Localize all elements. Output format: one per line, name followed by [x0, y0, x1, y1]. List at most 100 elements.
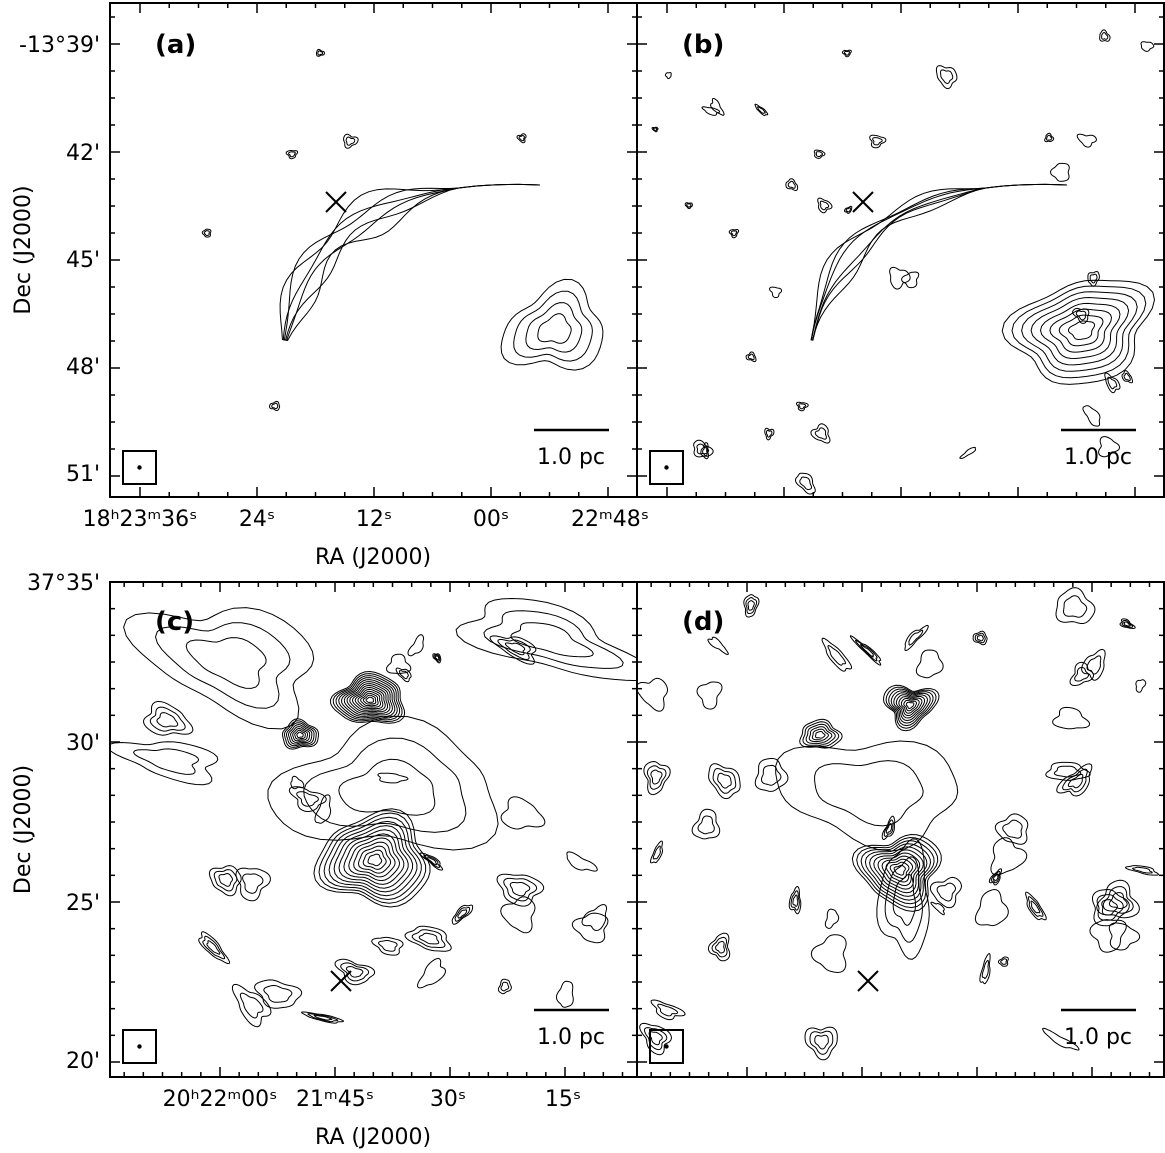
contour	[203, 230, 210, 236]
contour	[242, 873, 264, 894]
contour	[343, 133, 359, 149]
contour	[271, 402, 279, 410]
contour	[804, 1026, 838, 1061]
contour	[334, 958, 376, 986]
contour	[371, 936, 404, 956]
contour	[110, 741, 219, 786]
contour	[208, 865, 242, 897]
contour	[432, 653, 442, 664]
contour	[362, 694, 377, 705]
contour	[1098, 436, 1121, 458]
contour	[268, 400, 281, 412]
contour	[760, 764, 782, 786]
contour	[1086, 655, 1102, 675]
contour	[817, 197, 833, 214]
contour	[885, 686, 937, 729]
contour	[202, 935, 226, 960]
contour	[279, 183, 541, 342]
contour	[810, 423, 831, 444]
contour	[864, 843, 932, 901]
contour	[869, 846, 928, 897]
contour	[500, 796, 546, 830]
x-axis-title: RA (J2000)	[315, 1125, 431, 1150]
contour	[185, 637, 267, 689]
contour	[317, 50, 324, 56]
contour	[651, 126, 659, 133]
beam-box	[649, 450, 684, 485]
contour	[1002, 819, 1023, 839]
contour	[730, 230, 738, 237]
contour	[1131, 866, 1153, 874]
contour	[357, 690, 381, 708]
contour	[290, 726, 311, 743]
contour	[263, 985, 293, 1003]
panel-label: (d)	[682, 607, 724, 637]
contour	[1081, 648, 1106, 681]
contour	[201, 228, 212, 238]
contour	[1123, 372, 1131, 381]
contour	[1069, 661, 1095, 686]
contour	[819, 200, 830, 211]
contour	[206, 940, 221, 955]
contour	[345, 965, 364, 978]
contour	[1053, 765, 1082, 778]
contour	[893, 692, 928, 722]
contour	[525, 302, 583, 353]
contour	[1140, 41, 1155, 52]
contour	[814, 427, 827, 440]
contour	[728, 229, 740, 239]
contour	[354, 688, 384, 710]
contour	[314, 794, 332, 824]
contour	[1039, 302, 1121, 360]
contour	[881, 815, 896, 841]
contour	[423, 854, 441, 868]
contour	[885, 823, 893, 834]
contour	[988, 868, 1003, 886]
ra-tick-label: 15ˢ	[545, 1087, 581, 1112]
contour-map	[110, 597, 637, 1028]
contour	[795, 401, 809, 412]
contour	[362, 849, 387, 870]
contour	[892, 873, 916, 926]
contour	[516, 133, 527, 144]
contour	[972, 630, 988, 646]
contour	[747, 600, 755, 611]
contour	[710, 97, 725, 116]
contour	[503, 877, 538, 902]
contour	[904, 624, 929, 652]
contour	[1046, 134, 1053, 141]
beam-box	[649, 1029, 684, 1064]
contour	[650, 769, 663, 785]
contour	[877, 852, 921, 890]
contour	[745, 596, 758, 615]
contour	[509, 882, 531, 897]
ra-tick-label: 21ᵐ45ˢ	[296, 1087, 374, 1112]
contour	[313, 1014, 333, 1021]
contour	[994, 813, 1029, 845]
contour	[845, 207, 851, 213]
contour	[1001, 279, 1156, 385]
contour	[810, 183, 1068, 341]
contour	[696, 443, 710, 455]
contour	[418, 932, 440, 945]
contour	[419, 852, 444, 871]
contour	[881, 855, 917, 887]
contour	[855, 639, 878, 662]
contour	[407, 634, 425, 657]
contour	[433, 654, 441, 662]
panel-frame	[636, 2, 1165, 498]
contour	[353, 841, 396, 878]
contour	[811, 728, 829, 741]
contour	[281, 718, 320, 750]
contour	[798, 403, 807, 410]
contour	[365, 696, 374, 703]
contour	[700, 442, 709, 460]
scale-bar-label: 1.0 pc	[537, 1025, 605, 1050]
contour	[802, 721, 840, 747]
contour	[1107, 376, 1118, 390]
contour	[959, 446, 977, 459]
contour	[814, 760, 924, 827]
contour	[693, 439, 714, 458]
contour	[882, 684, 940, 732]
contour	[489, 635, 537, 665]
